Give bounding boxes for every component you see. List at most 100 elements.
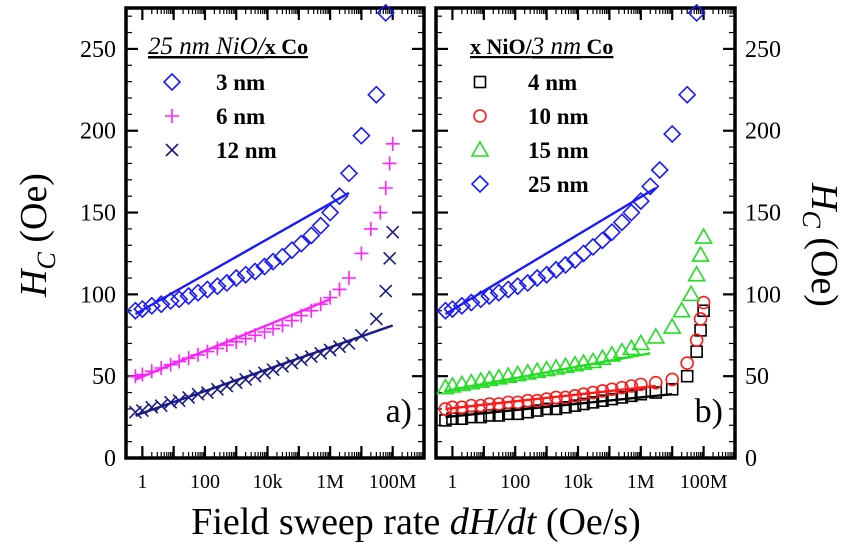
x-tick-label: 1M [316, 471, 344, 493]
legend-marker [165, 143, 179, 157]
fit-line [445, 352, 651, 393]
data-point [363, 221, 378, 236]
data-point [386, 225, 400, 239]
fit-line [445, 384, 656, 411]
data-point [275, 318, 290, 333]
y-axis-title-left-subscript: C [32, 252, 61, 270]
data-point [593, 231, 612, 250]
data-point [302, 226, 321, 245]
data-point [631, 191, 650, 211]
y-tick-label: 250 [745, 37, 781, 63]
y-tick-label: 0 [104, 446, 116, 472]
data-point [615, 380, 629, 395]
data-point [219, 338, 234, 353]
legend-label: 12 nm [216, 138, 277, 163]
series-6-nm [128, 136, 400, 384]
data-point [245, 262, 265, 281]
x-tick-label: 1 [447, 471, 457, 493]
data-point [624, 379, 639, 393]
y-tick-label: 250 [80, 37, 116, 63]
legend-label: 25 nm [528, 172, 589, 197]
data-point [383, 251, 397, 265]
legend-label: 15 nm [528, 138, 589, 163]
data-point [208, 277, 227, 296]
data-point [696, 295, 711, 310]
series-25-nm [436, 3, 706, 320]
y-axis-title-right-subscript: C [797, 210, 826, 228]
data-point [508, 364, 528, 382]
y-axis-title-right-unit: (Oe) [803, 228, 845, 307]
data-point [602, 223, 622, 242]
data-point [436, 301, 455, 320]
data-point [499, 280, 518, 299]
data-point [330, 187, 349, 206]
data-point [369, 312, 383, 326]
series-3-nm [126, 3, 395, 320]
data-point [382, 156, 397, 171]
data-point [462, 293, 481, 312]
legend-title-variable: x NiO/ [470, 34, 533, 59]
y-tick-label: 200 [80, 119, 116, 145]
data-point [255, 257, 274, 276]
panel-label-a: a) [386, 393, 412, 430]
data-point [641, 177, 660, 196]
y-tick-label: 100 [745, 282, 781, 308]
data-point [622, 203, 641, 222]
y-tick-label: 150 [745, 201, 781, 227]
x-tick-label: 100M [680, 471, 728, 493]
data-point [217, 273, 236, 293]
x-tick-label: 100M [369, 471, 417, 493]
y-tick-label: 150 [80, 201, 116, 227]
y-tick-label: 100 [80, 282, 116, 308]
data-point [583, 237, 603, 257]
legend-label: 4 nm [528, 70, 577, 95]
data-point [680, 356, 694, 370]
data-point [680, 369, 694, 383]
x-tick-label: 10k [253, 471, 283, 493]
legend-marker [470, 174, 490, 194]
legend-marker [162, 72, 182, 92]
panel-label-b: b) [695, 393, 723, 430]
data-point [128, 369, 143, 384]
data-point [452, 296, 472, 315]
legend-label: 3 nm [216, 70, 265, 95]
y-tick-label: 50 [745, 364, 769, 390]
data-point [179, 286, 198, 306]
data-point [646, 327, 666, 344]
data-point [311, 216, 330, 235]
data-point [546, 260, 566, 279]
data-point [694, 227, 713, 244]
y-axis-title-right-variable: H [803, 182, 845, 213]
data-point [697, 304, 710, 318]
legend-marker [473, 109, 487, 123]
data-point [689, 333, 704, 347]
data-point [227, 268, 246, 288]
y-axis-title-left-unit: (Oe) [13, 173, 55, 252]
data-point [556, 255, 575, 275]
legend-title-thickness: 25 nm NiO/ [148, 33, 267, 60]
panel-b: 1 100 10k 1M 100M 0 50 100 150 200 250 x NiO/3 nm C… [434, 3, 781, 493]
data-point [540, 402, 553, 416]
data-point [341, 271, 356, 285]
series-4-nm [439, 304, 710, 427]
data-point [615, 391, 629, 404]
y-axis-title-right: HC (Oe) [797, 182, 845, 307]
data-point [612, 213, 632, 232]
data-point [198, 280, 217, 299]
data-point [352, 126, 371, 145]
panel-a-frame [124, 6, 426, 460]
legend-title-variable: x Co [265, 34, 308, 59]
data-point [574, 244, 593, 263]
data-point [373, 205, 388, 220]
data-point [236, 265, 255, 284]
x-tick-label: 100 [500, 471, 530, 493]
data-point [508, 277, 527, 296]
data-point [320, 203, 340, 222]
x-tick-label: 1M [627, 471, 655, 493]
data-point [634, 377, 648, 392]
panel-b-frame [434, 6, 737, 460]
y-tick-label: 50 [92, 364, 116, 390]
data-point [648, 375, 663, 390]
legend-marker [473, 75, 487, 89]
y-tick-label: 0 [745, 446, 757, 472]
